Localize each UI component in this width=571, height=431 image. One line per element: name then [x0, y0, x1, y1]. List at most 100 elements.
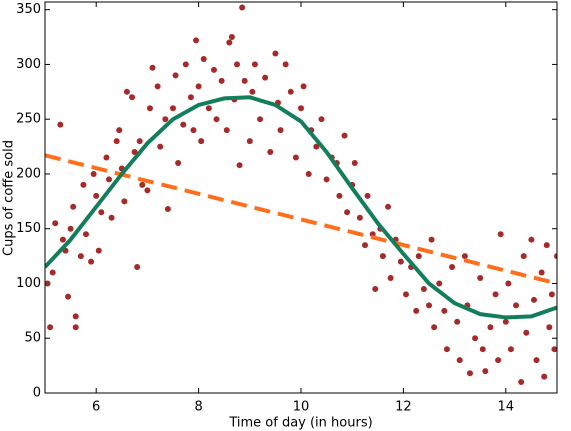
scatter-point	[241, 77, 248, 84]
scatter-point	[251, 61, 258, 68]
y-axis-label: Cups of coffe sold	[2, 140, 17, 256]
scatter-point	[49, 269, 56, 276]
scatter-point	[200, 55, 207, 62]
scatter-point	[551, 346, 557, 353]
scatter-point	[541, 373, 548, 380]
scatter-point	[554, 253, 557, 260]
scatter-point	[162, 116, 169, 123]
trend-line	[45, 95, 557, 320]
scatter-point	[344, 209, 351, 216]
scatter-point	[77, 253, 84, 260]
scatter-point	[146, 105, 153, 112]
scatter-point	[67, 225, 74, 232]
scatter-point	[139, 181, 146, 188]
scatter-point	[149, 64, 156, 71]
scatter-point	[164, 206, 171, 212]
scatter-point	[528, 236, 535, 243]
scatter-point	[492, 291, 499, 298]
scatter-point	[90, 170, 97, 177]
y-tick-label: 350	[16, 2, 41, 17]
scatter-point	[134, 264, 141, 271]
trend-line	[45, 153, 557, 286]
y-tick-label: 250	[16, 112, 41, 127]
scatter-point	[282, 61, 289, 68]
scatter-point	[454, 318, 461, 325]
scatter-point	[318, 116, 325, 123]
scatter-point	[482, 368, 489, 375]
scatter-point	[466, 370, 473, 377]
scatter-point	[175, 160, 182, 166]
scatter-point	[364, 192, 371, 199]
scatter-point	[413, 307, 420, 314]
scatter-point	[336, 192, 343, 199]
scatter-point	[205, 105, 212, 112]
scatter-point	[249, 88, 256, 95]
scatter-point	[72, 313, 79, 320]
x-tick-label: 6	[92, 400, 100, 415]
scatter-point	[59, 236, 66, 243]
scatter-point	[287, 88, 294, 95]
scatter-point	[538, 269, 545, 276]
scatter-point	[234, 61, 240, 68]
y-tick-label: 200	[16, 166, 41, 181]
scatter-point	[502, 318, 509, 325]
scatter-point	[402, 291, 409, 298]
scatter-point	[300, 83, 307, 90]
scatter-point	[426, 302, 432, 309]
scatter-point	[341, 132, 348, 139]
scatter-point	[170, 105, 176, 112]
scatter-point	[154, 83, 161, 90]
scatter-point	[477, 275, 484, 281]
scatter-point	[441, 307, 448, 314]
scatter-point	[443, 346, 450, 353]
scatter-point	[456, 357, 463, 364]
scatter-point	[228, 34, 235, 41]
scatter-point	[213, 116, 220, 123]
scatter-point	[116, 127, 123, 134]
scatter-point	[218, 77, 225, 84]
scatter-point	[479, 346, 486, 353]
x-axis-label: Time of day (in hours)	[228, 416, 372, 431]
scatter-point	[305, 170, 312, 177]
scatter-point	[356, 214, 363, 221]
scatter-point	[518, 379, 525, 386]
scatter-point	[72, 324, 79, 331]
scatter-point	[436, 280, 443, 287]
scatter-point	[505, 280, 512, 287]
scatter-point	[80, 181, 87, 188]
scatter-point	[530, 296, 537, 303]
scatter-point	[198, 138, 205, 145]
scatter-point	[313, 143, 320, 150]
scatter-point	[103, 154, 110, 161]
scatter-point	[397, 258, 404, 265]
scatter-point	[298, 105, 304, 112]
scatter-point	[415, 253, 422, 260]
scatter-point	[495, 357, 502, 364]
plot-frame	[44, 1, 558, 394]
scatter-point	[362, 242, 368, 249]
scatter-point	[351, 160, 358, 166]
scatter-point	[98, 209, 105, 216]
scatter-point	[113, 138, 120, 145]
scatter-point	[546, 324, 553, 331]
scatter-point	[257, 116, 264, 123]
scatter-point	[449, 264, 456, 271]
scatter-point	[157, 143, 164, 150]
scatter-point	[190, 127, 197, 134]
scatter-point	[57, 121, 64, 128]
scatter-point	[548, 291, 555, 298]
scatter-point	[533, 357, 540, 364]
y-tick-label: 300	[16, 57, 41, 72]
scatter-point	[379, 253, 386, 260]
scatter-point	[131, 149, 138, 156]
scatter-point	[172, 72, 179, 79]
x-tick-label: 14	[498, 400, 515, 415]
scatter-point	[543, 242, 550, 249]
scatter-point	[106, 176, 112, 183]
scatter-point	[70, 203, 77, 210]
scatter-point	[428, 236, 435, 243]
scatter-point	[93, 192, 100, 199]
scatter-point	[47, 324, 54, 331]
scatter-point	[507, 346, 514, 353]
